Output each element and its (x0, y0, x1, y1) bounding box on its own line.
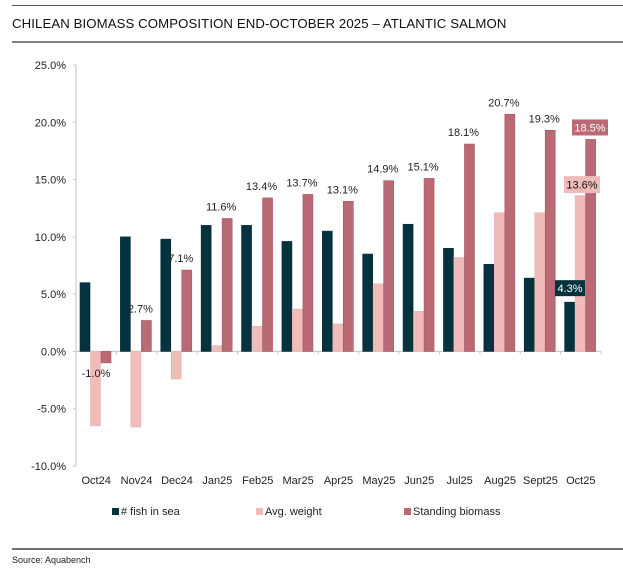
bar-fish (200, 225, 212, 352)
highlight-box-biomass (572, 119, 608, 136)
x-tick-label: Jul25 (447, 475, 473, 487)
bar-fish (160, 238, 172, 352)
x-tick-label: Oct25 (566, 475, 595, 487)
chart-title: CHILEAN BIOMASS COMPOSITION END-OCTOBER … (12, 16, 507, 31)
data-label-biomass: 7.1% (168, 253, 193, 265)
data-label-biomass: 18.1% (448, 127, 479, 139)
bar-biomass (423, 178, 435, 352)
x-tick-label: Nov24 (121, 475, 153, 487)
y-tick-label: 25.0% (35, 60, 66, 72)
legend-swatch-fish (112, 508, 119, 515)
bar-biomass (464, 143, 475, 352)
bar-fish (564, 301, 575, 352)
x-tick-label: Mar25 (283, 475, 314, 487)
bar-fish (241, 225, 252, 352)
bar-weight (211, 345, 222, 352)
bar-biomass (221, 218, 233, 352)
y-tick-label: -5.0% (37, 404, 66, 416)
highlight-box-weight (564, 176, 600, 194)
y-tick-label: 10.0% (35, 232, 66, 244)
y-tick-label: 5.0% (41, 289, 66, 301)
x-axis: Oct24 Nov24 Dec24 Jan25 Feb25 Mar25 Apr25 May25… (75, 350, 602, 487)
legend-label-fish: # fish in sea (121, 506, 181, 518)
x-tick-label: Jun25 (404, 475, 434, 487)
bar-biomass (383, 180, 394, 352)
y-tick-label: 15.0% (35, 175, 66, 187)
bar-biomass (585, 139, 596, 352)
legend-label-biomass: Standing biomass (413, 506, 501, 518)
data-labels: -1.0% 2.7% 7.1% 11.6% 13.4% 13.7% 13.1% 14.9% 15… (82, 97, 608, 380)
highlight-label-biomass: 18.5% (574, 122, 605, 134)
highlight-box-fish (555, 280, 585, 297)
data-label-biomass: 20.7% (488, 97, 519, 109)
source-rule (12, 548, 623, 550)
bar-weight (90, 351, 101, 427)
bar-biomass (544, 130, 556, 352)
bar-fish (483, 264, 495, 352)
bar-biomass (181, 269, 193, 352)
data-label-biomass: 13.1% (327, 184, 358, 196)
bar-biomass (100, 351, 112, 364)
bar-weight (170, 351, 182, 380)
bar-weight (453, 257, 465, 352)
data-label-biomass: 19.3% (529, 113, 560, 125)
bar-fish (322, 230, 333, 352)
bar-weight (372, 283, 384, 352)
data-label-biomass: -1.0% (82, 368, 111, 380)
bars (79, 113, 596, 428)
bar-fish (362, 253, 373, 352)
y-tick-label: 20.0% (35, 117, 66, 129)
source-note: Source: Aquabench (12, 555, 91, 565)
x-tick-label: Apr25 (324, 475, 353, 487)
data-label-biomass: 14.9% (367, 164, 398, 176)
bar-fish (443, 248, 454, 352)
x-tick-label: Feb25 (242, 475, 273, 487)
x-tick-label: Oct24 (82, 475, 111, 487)
bar-biomass (262, 197, 273, 352)
y-tick-label: -10.0% (31, 461, 66, 473)
bar-biomass (343, 201, 354, 352)
y-tick-label: 0.0% (41, 346, 66, 358)
data-label-biomass: 11.6% (206, 202, 237, 214)
bar-weight (130, 351, 142, 428)
y-axis: -10.0% -5.0% 0.0% 5.0% 10.0% 15.0% 20.0% 25.0% (31, 60, 77, 473)
bar-biomass (504, 113, 516, 352)
legend-label-weight: Avg. weight (265, 506, 322, 518)
bar-weight (332, 323, 344, 352)
legend-swatch-weight (256, 508, 263, 515)
bar-weight (494, 212, 505, 352)
legend-swatch-biomass (404, 508, 411, 515)
bar-biomass (302, 194, 314, 352)
bar-chart: -10.0%-5.0%0.0%5.0%10.0%15.0%20.0%25.0% … (31, 60, 608, 518)
x-tick-label: Aug25 (484, 475, 516, 487)
bar-fish (120, 236, 131, 352)
bar-weight (574, 195, 586, 352)
highlight-label-weight: 13.6% (566, 180, 597, 192)
data-label-biomass: 13.7% (286, 177, 317, 189)
bar-weight (292, 308, 303, 352)
bar-fish (79, 282, 91, 352)
data-label-biomass: 13.4% (246, 181, 277, 193)
data-label-biomass: 15.1% (407, 161, 438, 173)
bar-weight (413, 311, 424, 352)
data-label-biomass: 2.7% (128, 303, 153, 315)
x-tick-label: May25 (362, 475, 395, 487)
x-tick-label: Jan25 (202, 475, 232, 487)
bar-biomass (141, 320, 152, 352)
x-tick-label: Dec24 (161, 475, 193, 487)
bar-weight (534, 212, 546, 352)
x-tick-label: Sept25 (523, 475, 558, 487)
highlight-label-fish: 4.3% (557, 283, 582, 295)
top-rule (12, 5, 623, 6)
legend: # fish in sea Avg. weight Standing biomass (112, 506, 501, 518)
bar-fish (402, 223, 414, 352)
bar-fish (281, 241, 293, 352)
bar-fish (523, 277, 535, 352)
bar-weight (251, 325, 263, 352)
title-rule (12, 41, 623, 43)
